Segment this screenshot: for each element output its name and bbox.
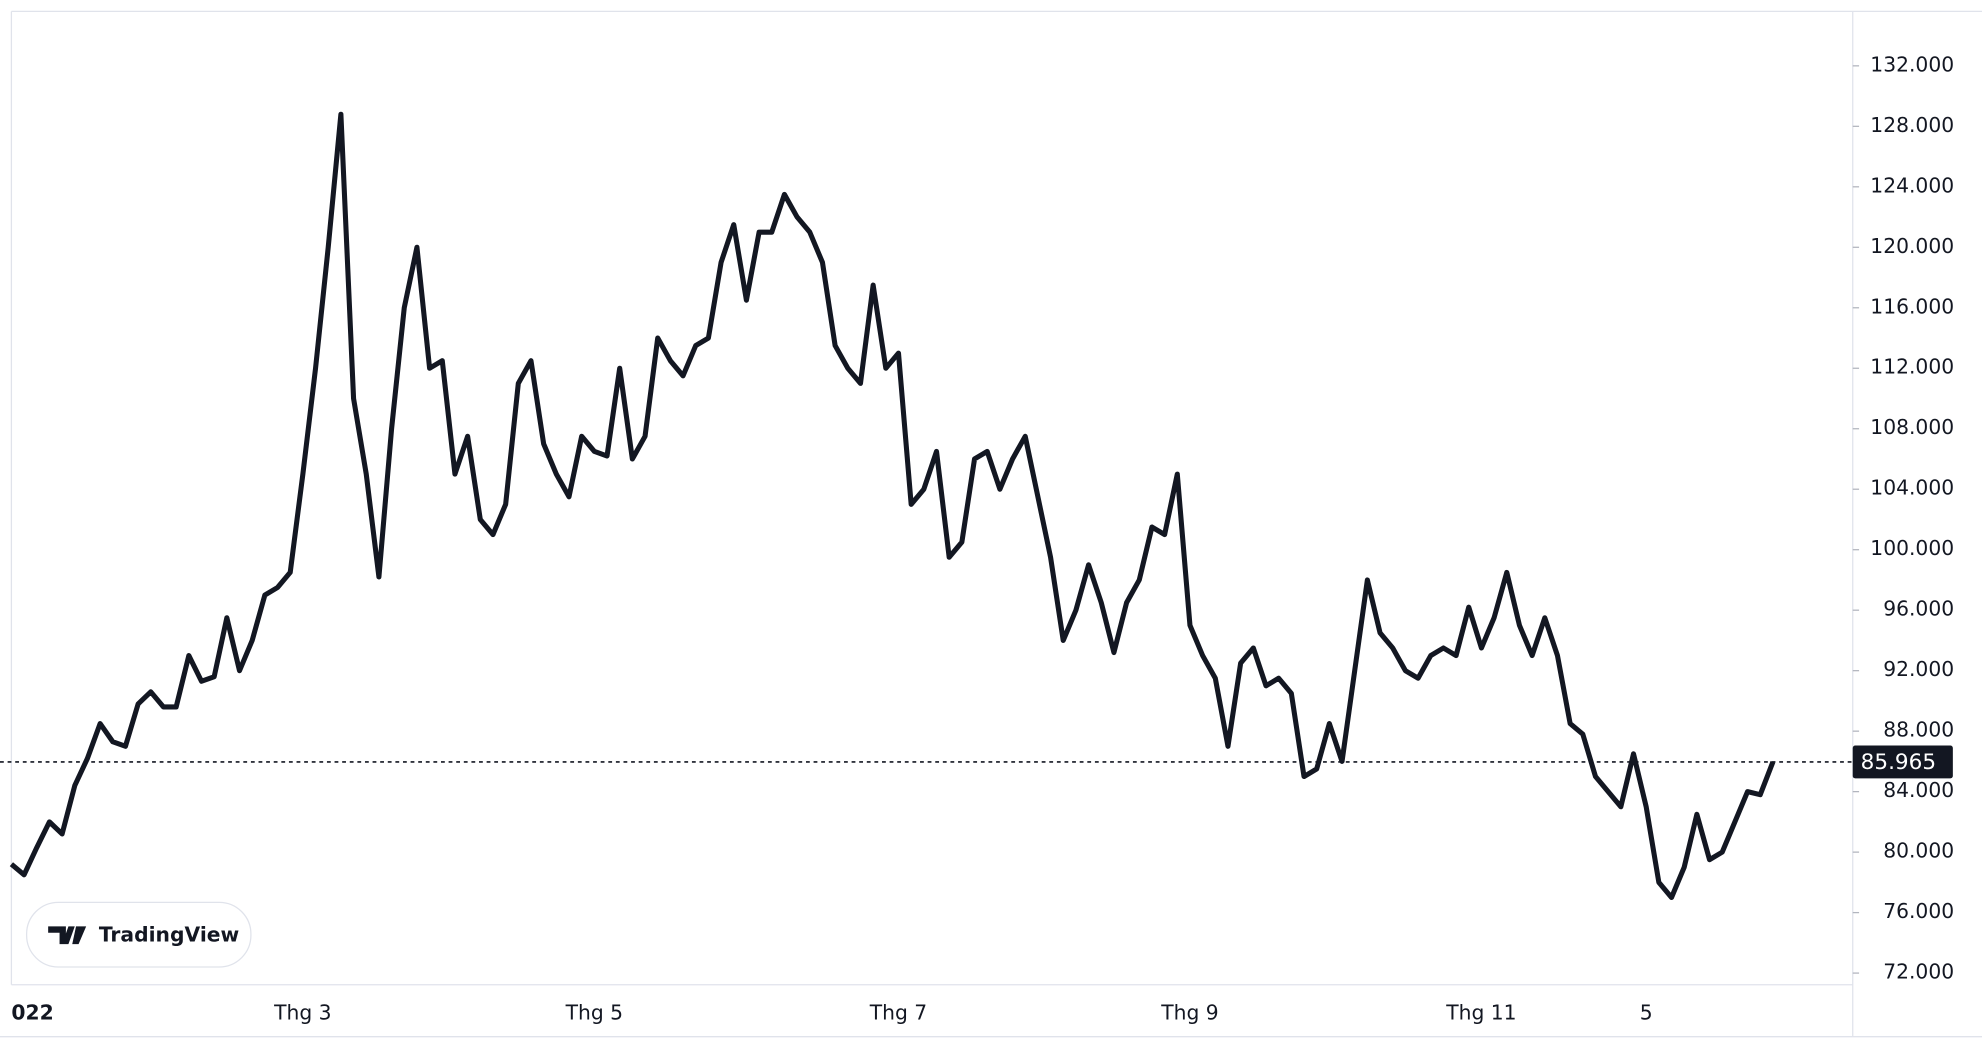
y-tick-label: 108.000: [1870, 415, 1954, 439]
y-tick-label: 84.000: [1883, 778, 1954, 802]
y-tick-label: 92.000: [1883, 657, 1954, 681]
y-tick-label: 116.000: [1870, 294, 1954, 318]
y-tick-label: 104.000: [1870, 476, 1954, 500]
last-price-label: 85.965: [1861, 750, 1936, 775]
y-tick-label: 80.000: [1883, 839, 1954, 863]
watermark-badge[interactable]: TradingView: [25, 901, 252, 968]
x-tick-label: Thg 5: [565, 1000, 623, 1024]
y-tick-label: 76.000: [1883, 899, 1954, 923]
x-tick-label: Thg 3: [273, 1000, 331, 1024]
x-tick-label: Thg 7: [869, 1000, 927, 1024]
x-tick-label: 5: [1640, 1000, 1653, 1024]
x-tick-label: Thg 11: [1445, 1000, 1516, 1024]
y-tick-label: 132.000: [1870, 52, 1954, 76]
y-tick-label: 72.000: [1883, 960, 1954, 984]
y-tick-label: 128.000: [1870, 113, 1954, 137]
y-tick-label: 124.000: [1870, 173, 1954, 197]
y-tick-label: 88.000: [1883, 718, 1954, 742]
y-tick-label: 112.000: [1870, 355, 1954, 379]
badge-bg: [25, 901, 252, 968]
price-line: [9, 111, 1776, 901]
last-price-box: [1852, 745, 1953, 779]
y-tick-label: 120.000: [1870, 234, 1954, 258]
y-tick-label: 96.000: [1883, 597, 1954, 621]
x-tick-label: 022: [11, 1000, 53, 1024]
logo-icon: [48, 926, 87, 945]
x-tick-label: Thg 9: [1160, 1000, 1218, 1024]
y-tick-label: 100.000: [1870, 536, 1954, 560]
watermark-text: TradingView: [99, 922, 240, 946]
